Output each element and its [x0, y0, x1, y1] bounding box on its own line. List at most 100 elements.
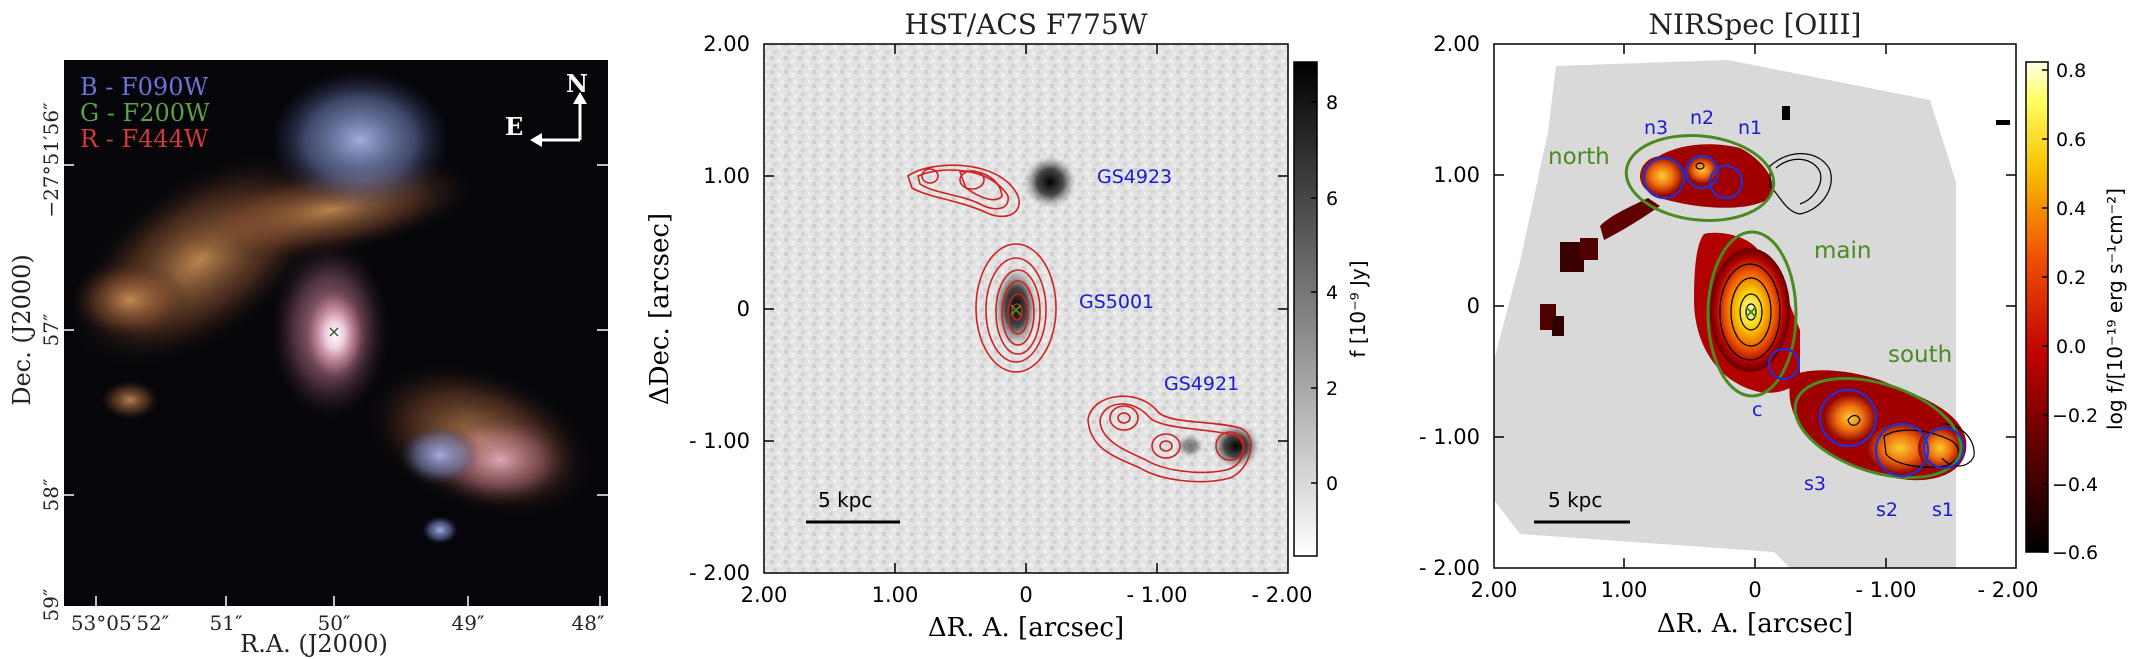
aperture-s1 — [1922, 426, 1966, 470]
right-title: NIRSpec [OIII] — [1649, 8, 1862, 41]
mid-xtick-4: - 2.00 — [1251, 583, 1312, 607]
right-colorbar — [2025, 61, 2049, 553]
mid-scalebar-label: 5 kpc — [818, 488, 872, 512]
compass-east-label: E — [505, 112, 523, 141]
region-main-label: main — [1814, 238, 1871, 264]
left-ytick-2: 58″ — [39, 479, 63, 512]
aperture-s3-label: s3 — [1804, 473, 1826, 495]
mid-xlabel: ΔR. A. [arcsec] — [928, 613, 1124, 643]
nirspec-center-marker-icon — [1745, 306, 1757, 318]
right-ytick-3: - 1.00 — [1419, 425, 1480, 449]
mid-colorbar-ticks — [1311, 101, 1317, 484]
mid-ytick-3: - 1.00 — [689, 429, 750, 453]
mid-xtick-1: 1.00 — [872, 583, 919, 607]
oiii-contours — [907, 164, 1252, 483]
region-south-label: south — [1888, 342, 1952, 368]
region-main-ellipse — [1706, 230, 1798, 398]
label-gs4923: GS4923 — [1097, 166, 1172, 188]
aperture-c-label: c — [1752, 399, 1762, 421]
mid-cbar-tick-0: 8 — [1326, 92, 1338, 114]
mid-cbar-tick-3: 2 — [1326, 378, 1338, 400]
right-cbar-tick-6: −0.4 — [2052, 474, 2098, 496]
aperture-n2 — [1684, 154, 1720, 190]
left-xtick-1: 51″ — [210, 611, 243, 635]
left-xtick-2: 50″ — [318, 611, 351, 635]
right-xtick-2: 0 — [1748, 578, 1761, 602]
right-scalebar-label: 5 kpc — [1548, 488, 1602, 512]
left-ytick-3: 59″ — [39, 589, 63, 622]
right-cbar-tick-5: −0.2 — [2052, 405, 2098, 427]
aperture-n1 — [1708, 164, 1744, 200]
hst-center-marker-icon — [1010, 304, 1022, 316]
compass-arrows-icon — [530, 92, 587, 147]
left-ytick-0: −27°51′56″ — [39, 102, 63, 217]
region-north-label: north — [1548, 144, 1610, 170]
left-ytick-1: 57″ — [39, 314, 63, 347]
panel-mid-hst-image: HST/ACS F775W — [645, 8, 1370, 643]
mid-colorbar — [1293, 61, 1318, 557]
left-xtick-3: 49″ — [452, 611, 485, 635]
aperture-n3-label: n3 — [1644, 117, 1668, 139]
mid-cbar-tick-4: 0 — [1326, 473, 1338, 495]
aperture-s1-label: s1 — [1932, 499, 1954, 521]
right-cbar-tick-1: 0.6 — [2056, 129, 2086, 151]
panel-left-rgb-image: B - F090W G - F200W R - F444W N E −27°51… — [8, 60, 608, 658]
panel-right-nirspec-map: NIRSpec [OIII] — [1419, 8, 2127, 639]
center-marker-icon — [329, 327, 339, 337]
left-ylabel: Dec. (J2000) — [8, 254, 36, 406]
legend-green-label: G - F200W — [80, 99, 210, 127]
right-xtick-4: - 2.00 — [1977, 578, 2038, 602]
right-xtick-1: 1.00 — [1601, 578, 1648, 602]
left-xtick-4: 48″ — [572, 611, 605, 635]
region-ellipses — [1624, 134, 1963, 480]
right-ytick-2: 0 — [1467, 294, 1480, 318]
aperture-n3 — [1642, 156, 1686, 200]
mid-ytick-4: - 2.00 — [689, 561, 750, 585]
right-ytick-1: 1.00 — [1433, 163, 1480, 187]
mid-title: HST/ACS F775W — [904, 8, 1147, 41]
mid-xtick-3: - 1.00 — [1126, 583, 1187, 607]
right-cbar-tick-0: 0.8 — [2056, 60, 2086, 82]
legend-red-label: R - F444W — [80, 125, 209, 153]
mid-ytick-1: 1.00 — [703, 164, 750, 188]
compass-north-label: N — [566, 69, 588, 98]
mid-ticks — [764, 44, 1288, 573]
aperture-circles — [1642, 154, 1966, 478]
mid-xtick-2: 0 — [1019, 583, 1032, 607]
right-xtick-3: - 1.00 — [1855, 578, 1916, 602]
right-xlabel: ΔR. A. [arcsec] — [1657, 609, 1853, 639]
left-xtick-0: 53°05′52″ — [71, 611, 169, 635]
right-cbar-tick-7: −0.6 — [2052, 542, 2098, 564]
mid-cbar-label: f [10⁻⁹ Jy] — [1346, 260, 1370, 357]
left-xlabel: R.A. (J2000) — [240, 630, 388, 658]
region-north-ellipse — [1624, 134, 1776, 222]
label-gs4921: GS4921 — [1164, 373, 1239, 395]
mid-xtick-0: 2.00 — [741, 583, 788, 607]
aperture-s3 — [1818, 388, 1878, 448]
right-ticks — [1494, 44, 2016, 568]
right-colorbar-ticks — [2042, 69, 2048, 553]
left-axis-ticks — [64, 164, 608, 606]
label-gs5001: GS5001 — [1079, 291, 1154, 313]
aperture-s2 — [1874, 422, 1930, 478]
aperture-s2-label: s2 — [1876, 499, 1898, 521]
right-ytick-4: - 2.00 — [1419, 556, 1480, 580]
region-south-ellipse — [1793, 376, 1963, 480]
galaxy-rgb — [68, 70, 596, 544]
right-cbar-tick-2: 0.4 — [2056, 198, 2086, 220]
right-ytick-0: 2.00 — [1433, 32, 1480, 56]
right-cbar-tick-4: 0.0 — [2056, 336, 2086, 358]
right-cbar-tick-3: 0.2 — [2056, 267, 2086, 289]
aperture-c — [1767, 347, 1801, 381]
legend-blue-label: B - F090W — [80, 73, 208, 101]
mid-cbar-tick-1: 6 — [1326, 188, 1338, 210]
mid-ytick-2: 0 — [737, 297, 750, 321]
mid-ytick-0: 2.00 — [703, 32, 750, 56]
aperture-n1-label: n1 — [1738, 117, 1762, 139]
right-xtick-0: 2.00 — [1471, 578, 1518, 602]
aperture-n2-label: n2 — [1690, 107, 1714, 129]
right-cbar-label: log f/[10⁻¹⁹ erg s⁻¹cm⁻²] — [2103, 188, 2127, 430]
mid-cbar-tick-2: 4 — [1326, 282, 1338, 304]
mid-ylabel: ΔDec. [arcsec] — [645, 213, 675, 405]
